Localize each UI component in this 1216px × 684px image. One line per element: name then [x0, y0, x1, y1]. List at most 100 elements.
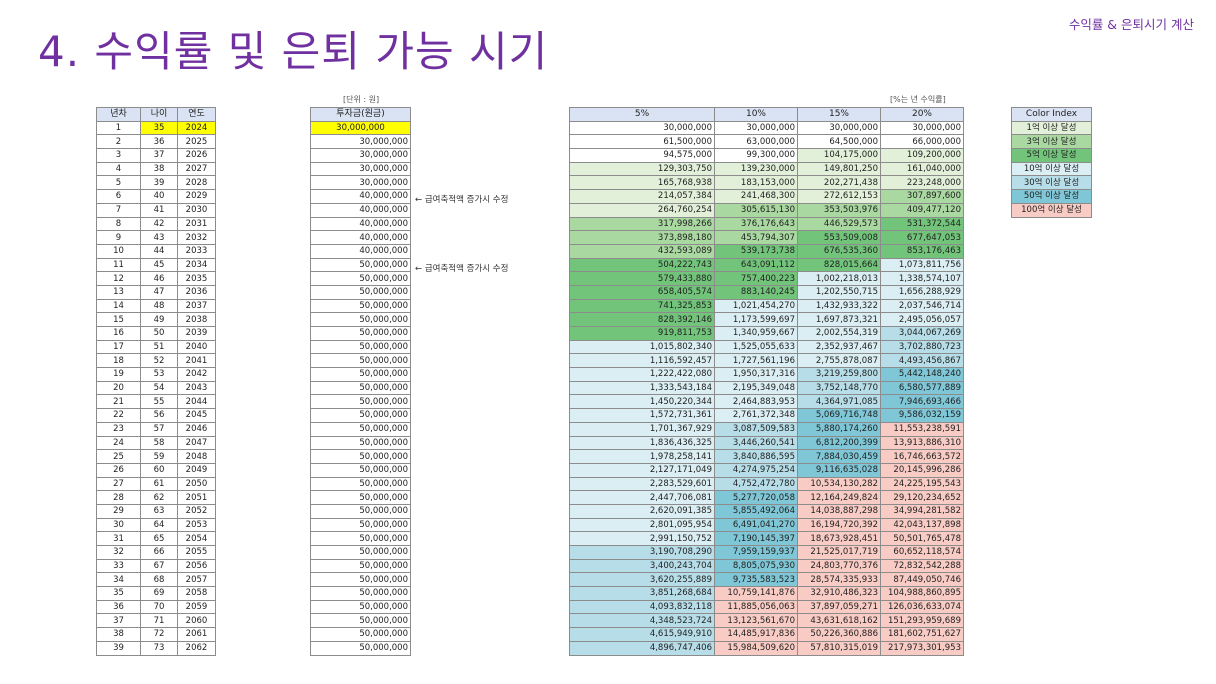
growth-header-cell: 10%	[714, 107, 798, 122]
year-cell: 22	[96, 408, 141, 423]
color-index-row: 50억 이상 달성	[1011, 189, 1092, 204]
table-row: 30,000,000	[310, 120, 411, 136]
year-cell: 67	[140, 558, 178, 574]
color-index-row: 5억 이상 달성	[1011, 148, 1092, 163]
growth-cell: 1,450,220,344	[569, 394, 715, 410]
growth-cell: 3,400,243,704	[569, 558, 715, 574]
investment-table: 투자금(원금) 30,000,000 30,000,000 30,000,000 30,…	[310, 107, 411, 656]
year-cell: 38	[140, 161, 178, 177]
growth-cell: 13,123,561,670	[714, 613, 798, 629]
year-cell: 53	[140, 367, 178, 382]
growth-cell: 8,805,075,930	[714, 558, 798, 574]
table-row: 25 59 2048	[96, 449, 216, 464]
growth-cell: 2,283,529,601	[569, 476, 715, 492]
table-row: 32 66 2055	[96, 545, 216, 560]
color-index-row: 3억 이상 달성	[1011, 134, 1092, 150]
growth-cell: 2,464,883,953	[714, 394, 798, 410]
growth-cell: 94,575,000	[569, 148, 715, 163]
table-row: 40,000,000	[310, 230, 411, 245]
growth-cell: 643,091,112	[714, 257, 798, 273]
growth-cell: 214,057,384	[569, 189, 715, 204]
invest-cell: 30,000,000	[310, 120, 411, 136]
growth-cell: 676,535,360	[797, 243, 881, 259]
table-row: 37 71 2060	[96, 613, 216, 629]
year-cell: 38	[96, 627, 141, 642]
table-row: 30,000,000	[310, 161, 411, 177]
year-cell: 6	[96, 189, 141, 204]
table-row: 6 40 2029	[96, 189, 216, 204]
invest-cell: 50,000,000	[310, 462, 411, 478]
table-row: 33 67 2056	[96, 558, 216, 574]
growth-cell: 5,442,148,240	[880, 367, 964, 382]
table-row: 50,000,000	[310, 257, 411, 273]
table-row: 27 61 2050	[96, 476, 216, 492]
table-row: 1,450,220,344 2,464,883,953 4,364,971,085 7…	[569, 394, 964, 410]
color-index-table: Color Index 1억 이상 달성 3억 이상 달성 5억 이상 달성 10억 이…	[1011, 107, 1092, 218]
year-cell: 10	[96, 243, 141, 259]
invest-cell: 50,000,000	[310, 586, 411, 601]
year-cell: 2060	[177, 613, 216, 629]
growth-cell: 202,271,438	[797, 175, 881, 191]
growth-cell: 3,620,255,889	[569, 572, 715, 588]
growth-cell: 5,855,492,064	[714, 503, 798, 519]
color-index-item: 5억 이상 달성	[1011, 148, 1092, 163]
table-row: 2,620,091,385 5,855,492,064 14,038,887,298…	[569, 503, 964, 519]
invest-cell: 50,000,000	[310, 627, 411, 642]
year-cell: 2050	[177, 476, 216, 492]
growth-cell: 16,194,720,392	[797, 517, 881, 533]
year-cell: 2040	[177, 339, 216, 355]
growth-cell: 61,500,000	[569, 134, 715, 150]
table-row: 30,000,000	[310, 148, 411, 163]
growth-cell: 539,173,738	[714, 243, 798, 259]
year-cell: 2042	[177, 367, 216, 382]
table-row: 24 58 2047	[96, 435, 216, 451]
table-row: 26 60 2049	[96, 462, 216, 478]
table-row: 4,093,832,118 11,885,056,063 37,897,059,27…	[569, 599, 964, 615]
year-cell: 2057	[177, 572, 216, 588]
invest-cell: 50,000,000	[310, 545, 411, 560]
growth-cell: 2,002,554,319	[797, 326, 881, 341]
table-row: 579,433,880 757,400,223 1,002,218,013 1,338…	[569, 271, 964, 286]
growth-cell: 2,761,372,348	[714, 408, 798, 423]
growth-cell: 828,392,146	[569, 312, 715, 327]
table-row: 50,000,000	[310, 367, 411, 382]
growth-cell: 446,529,573	[797, 216, 881, 232]
growth-cell: 409,477,120	[880, 202, 964, 218]
growth-cell: 14,485,917,836	[714, 627, 798, 642]
year-cell: 9	[96, 230, 141, 245]
growth-cell: 1,173,599,697	[714, 312, 798, 327]
growth-cell: 57,810,315,019	[797, 640, 881, 656]
growth-cell: 63,000,000	[714, 134, 798, 150]
year-cell: 49	[140, 312, 178, 327]
year-cell: 65	[140, 531, 178, 546]
year-cell: 2054	[177, 531, 216, 546]
growth-cell: 87,449,050,746	[880, 572, 964, 588]
growth-cell: 272,612,153	[797, 189, 881, 204]
table-row: 432,593,089 539,173,738 676,535,360 853,176…	[569, 243, 964, 259]
growth-cell: 183,153,000	[714, 175, 798, 191]
growth-header-row: 5% 10% 15% 20%	[569, 107, 964, 122]
year-cell: 2048	[177, 449, 216, 464]
year-cell: 2043	[177, 380, 216, 396]
year-cell: 1	[96, 120, 141, 136]
unit-note: [단위 : 원]	[343, 95, 380, 104]
growth-cell: 658,405,574	[569, 284, 715, 300]
growth-cell: 3,840,886,595	[714, 449, 798, 464]
year-cell: 2052	[177, 503, 216, 519]
growth-table: 5% 10% 15% 20% 30,000,000 30,000,000 30,000,00…	[569, 107, 964, 656]
color-index-row: 10억 이상 달성	[1011, 161, 1092, 177]
table-row: 3,400,243,704 8,805,075,930 24,803,770,376…	[569, 558, 964, 574]
table-row: 214,057,384 241,468,300 272,612,153 307,897…	[569, 189, 964, 204]
table-row: 504,222,743 643,091,112 828,015,664 1,073,8…	[569, 257, 964, 273]
growth-cell: 1,073,811,756	[880, 257, 964, 273]
table-row: 1,222,422,080 1,950,317,316 3,219,259,800 5…	[569, 367, 964, 382]
table-row: 2,127,171,049 4,274,975,254 9,116,635,028 2…	[569, 462, 964, 478]
year-cell: 35	[140, 120, 178, 136]
growth-cell: 60,652,118,574	[880, 545, 964, 560]
year-cell: 34	[96, 572, 141, 588]
year-cell: 60	[140, 462, 178, 478]
year-cell: 33	[96, 558, 141, 574]
growth-cell: 1,222,422,080	[569, 367, 715, 382]
table-row: 50,000,000	[310, 326, 411, 341]
table-row: 50,000,000	[310, 421, 411, 437]
